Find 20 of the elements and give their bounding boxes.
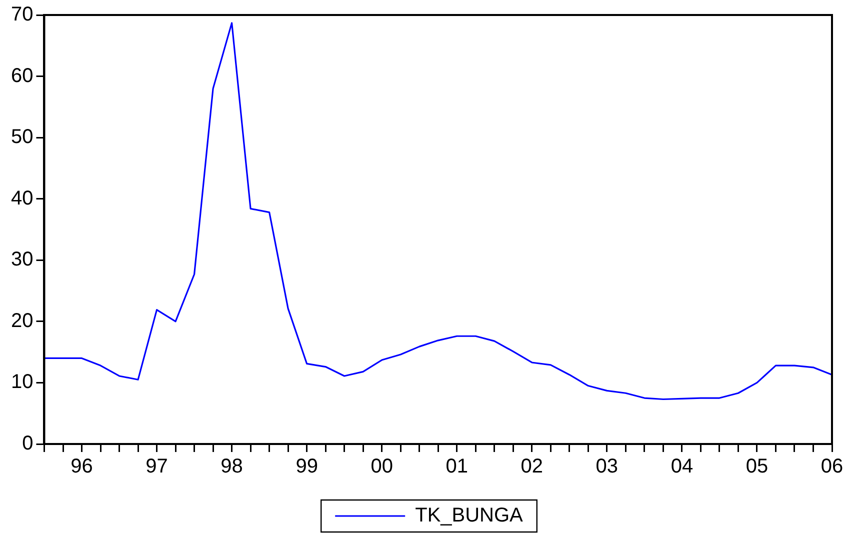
x-tick-label: 03 xyxy=(596,456,618,478)
y-tick-label: 50 xyxy=(10,126,34,148)
x-tick-label: 04 xyxy=(670,456,694,478)
x-tick-label: 05 xyxy=(746,456,768,478)
y-tick-label: 30 xyxy=(10,248,34,271)
y-tick-label: 70 xyxy=(10,4,34,26)
x-tick-label: 97 xyxy=(146,456,168,478)
x-tick-label: 96 xyxy=(70,456,93,478)
x-tick-label: 99 xyxy=(296,456,318,478)
y-tick-label: 40 xyxy=(10,187,34,210)
y-tick-label: 60 xyxy=(10,64,34,87)
y-tick-label: 10 xyxy=(10,371,34,394)
x-tick-label: 01 xyxy=(446,456,468,478)
x-tick-label: 00 xyxy=(370,456,393,478)
x-tick-label: 98 xyxy=(220,456,243,478)
y-tick-label: 0 xyxy=(22,432,34,455)
legend-label: TK_BUNGA xyxy=(415,504,524,527)
x-tick-label: 02 xyxy=(520,456,544,478)
y-tick-label: 20 xyxy=(10,310,34,332)
x-tick-label: 06 xyxy=(820,456,844,478)
